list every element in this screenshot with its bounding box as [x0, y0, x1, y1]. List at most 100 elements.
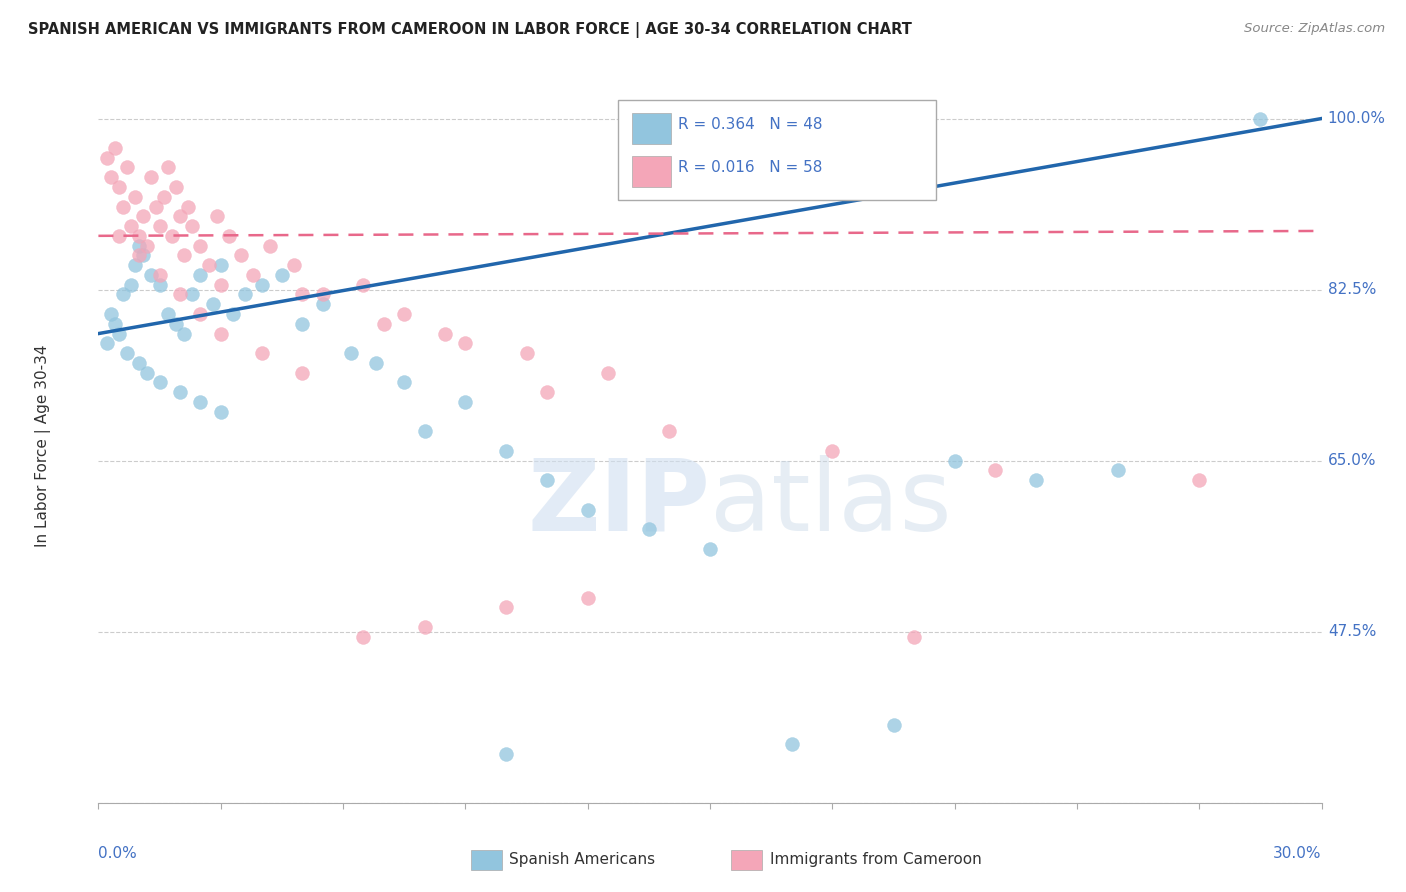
Point — [291, 366, 314, 380]
Point — [132, 209, 155, 223]
Point — [156, 161, 179, 175]
Point — [231, 248, 253, 262]
Point — [111, 287, 134, 301]
Point — [124, 190, 146, 204]
Text: ZIP: ZIP — [527, 455, 710, 551]
Point — [984, 463, 1007, 477]
Point — [1188, 473, 1211, 487]
Point — [188, 307, 212, 321]
Point — [516, 346, 538, 360]
Point — [124, 258, 146, 272]
Point — [141, 170, 163, 185]
Point — [128, 238, 150, 252]
Point — [454, 395, 477, 409]
Text: 82.5%: 82.5% — [1327, 282, 1376, 297]
Point — [340, 346, 363, 360]
Point — [291, 317, 314, 331]
Point — [1025, 473, 1047, 487]
Text: atlas: atlas — [710, 455, 952, 551]
Text: Immigrants from Cameroon: Immigrants from Cameroon — [770, 853, 983, 867]
Point — [132, 248, 155, 262]
Point — [115, 346, 138, 360]
FancyBboxPatch shape — [631, 155, 671, 187]
Point — [165, 317, 187, 331]
Point — [596, 366, 619, 380]
Point — [433, 326, 456, 341]
Point — [576, 502, 599, 516]
Text: 30.0%: 30.0% — [1274, 846, 1322, 861]
Point — [100, 170, 122, 185]
Point — [141, 268, 163, 282]
Point — [104, 141, 127, 155]
Point — [883, 717, 905, 731]
Point — [250, 277, 273, 292]
Point — [169, 209, 191, 223]
Point — [149, 277, 172, 292]
Point — [201, 297, 224, 311]
Point — [222, 307, 245, 321]
Point — [821, 443, 844, 458]
Point — [943, 453, 966, 467]
Point — [177, 200, 200, 214]
Text: Spanish Americans: Spanish Americans — [509, 853, 655, 867]
Point — [128, 228, 150, 243]
Point — [136, 238, 159, 252]
Point — [188, 268, 212, 282]
Point — [205, 209, 228, 223]
Point — [1107, 463, 1129, 477]
Point — [699, 541, 721, 556]
Point — [242, 268, 264, 282]
Point — [100, 307, 122, 321]
Point — [392, 376, 416, 390]
Point — [209, 405, 232, 419]
Text: 0.0%: 0.0% — [98, 846, 138, 861]
Point — [156, 307, 179, 321]
Point — [413, 425, 436, 439]
Point — [312, 297, 335, 311]
Point — [173, 326, 195, 341]
Point — [96, 151, 118, 165]
Point — [104, 317, 127, 331]
Point — [128, 356, 150, 370]
Point — [250, 346, 273, 360]
Point — [233, 287, 256, 301]
Point — [312, 287, 335, 301]
Point — [120, 219, 142, 233]
Point — [364, 356, 387, 370]
Point — [149, 219, 172, 233]
Text: 47.5%: 47.5% — [1327, 624, 1376, 640]
Text: In Labor Force | Age 30-34: In Labor Force | Age 30-34 — [35, 344, 52, 548]
Point — [270, 268, 294, 282]
Point — [165, 180, 187, 194]
Point — [454, 336, 477, 351]
Point — [637, 522, 661, 536]
Point — [197, 258, 219, 272]
Point — [576, 591, 599, 605]
Point — [536, 473, 558, 487]
Point — [188, 238, 212, 252]
Point — [209, 277, 232, 292]
Text: 65.0%: 65.0% — [1327, 453, 1376, 468]
Point — [169, 385, 191, 400]
FancyBboxPatch shape — [631, 112, 671, 145]
Point — [115, 161, 138, 175]
Point — [96, 336, 118, 351]
Point — [160, 228, 183, 243]
Point — [536, 385, 558, 400]
Point — [373, 317, 395, 331]
Point — [291, 287, 314, 301]
Point — [259, 238, 281, 252]
Point — [108, 228, 131, 243]
Text: Source: ZipAtlas.com: Source: ZipAtlas.com — [1244, 22, 1385, 36]
Point — [352, 630, 374, 644]
Point — [173, 248, 195, 262]
Point — [658, 425, 681, 439]
Text: R = 0.364   N = 48: R = 0.364 N = 48 — [678, 118, 823, 132]
Point — [152, 190, 174, 204]
Point — [108, 326, 131, 341]
Point — [218, 228, 240, 243]
Point — [209, 326, 232, 341]
Point — [149, 376, 172, 390]
Point — [780, 737, 803, 751]
Point — [1249, 112, 1271, 126]
